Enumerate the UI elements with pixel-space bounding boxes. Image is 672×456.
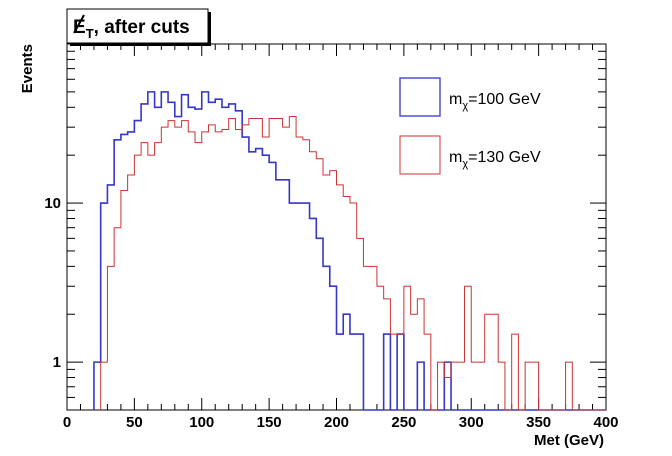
- legend-swatch-series-1: [399, 77, 441, 117]
- x-tick-label: 300: [459, 414, 484, 431]
- title-rest: , after cuts: [94, 17, 190, 38]
- chart-title: ET, after cuts: [73, 17, 190, 41]
- legend-label-series-2: mχ=130 GeV: [449, 149, 541, 170]
- y-axis-title: Events: [19, 44, 36, 93]
- series-layer: [93, 91, 606, 411]
- x-tick-label: 250: [391, 414, 416, 431]
- legend-label-series-1: mχ=100 GeV: [449, 91, 541, 112]
- x-tick-label: 400: [593, 414, 618, 431]
- legend-swatch-series-2: [399, 135, 441, 175]
- x-tick-label: 150: [257, 414, 282, 431]
- x-tick-label: 0: [63, 414, 71, 431]
- y-tick-label: 10: [44, 195, 61, 212]
- legend: mχ=100 GeV mχ=130 GeV: [399, 77, 541, 175]
- x-tick-label: 200: [324, 414, 349, 431]
- histogram-series-1: [93, 91, 606, 411]
- y-tick-label: 1: [53, 354, 61, 371]
- title-subscript: T: [86, 26, 94, 41]
- x-tick-label: 50: [126, 414, 143, 431]
- x-tick-label: 100: [189, 414, 214, 431]
- title-symbol: E: [73, 17, 86, 38]
- histogram-series-2: [100, 116, 606, 411]
- x-tick-label: 350: [526, 414, 551, 431]
- x-axis-title: Met (GeV): [534, 432, 604, 449]
- slash-mark: [73, 14, 85, 34]
- title-box: ET, after cuts: [66, 8, 211, 46]
- y-tick-labels: 1 10: [44, 195, 61, 371]
- x-tick-labels: 0 50 100 150 200 250 300 350 400: [63, 414, 619, 431]
